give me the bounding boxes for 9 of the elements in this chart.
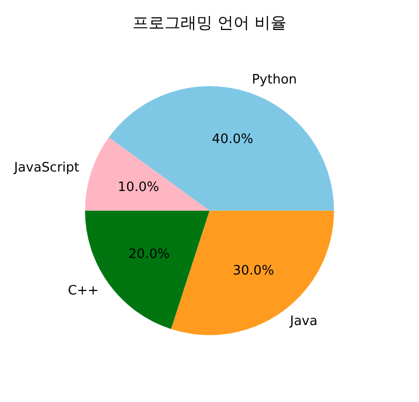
data-label: 10.0% bbox=[118, 180, 160, 195]
slice-label: Python bbox=[252, 72, 297, 88]
slice-label: Java bbox=[288, 314, 318, 329]
slice-label: JavaScript bbox=[13, 160, 80, 176]
data-label: 40.0% bbox=[212, 132, 254, 147]
data-label: 30.0% bbox=[232, 263, 274, 278]
slice-label: C++ bbox=[68, 283, 99, 298]
chart-title: 프로그래밍 언어 비율 bbox=[132, 12, 287, 32]
data-label: 20.0% bbox=[128, 246, 170, 262]
